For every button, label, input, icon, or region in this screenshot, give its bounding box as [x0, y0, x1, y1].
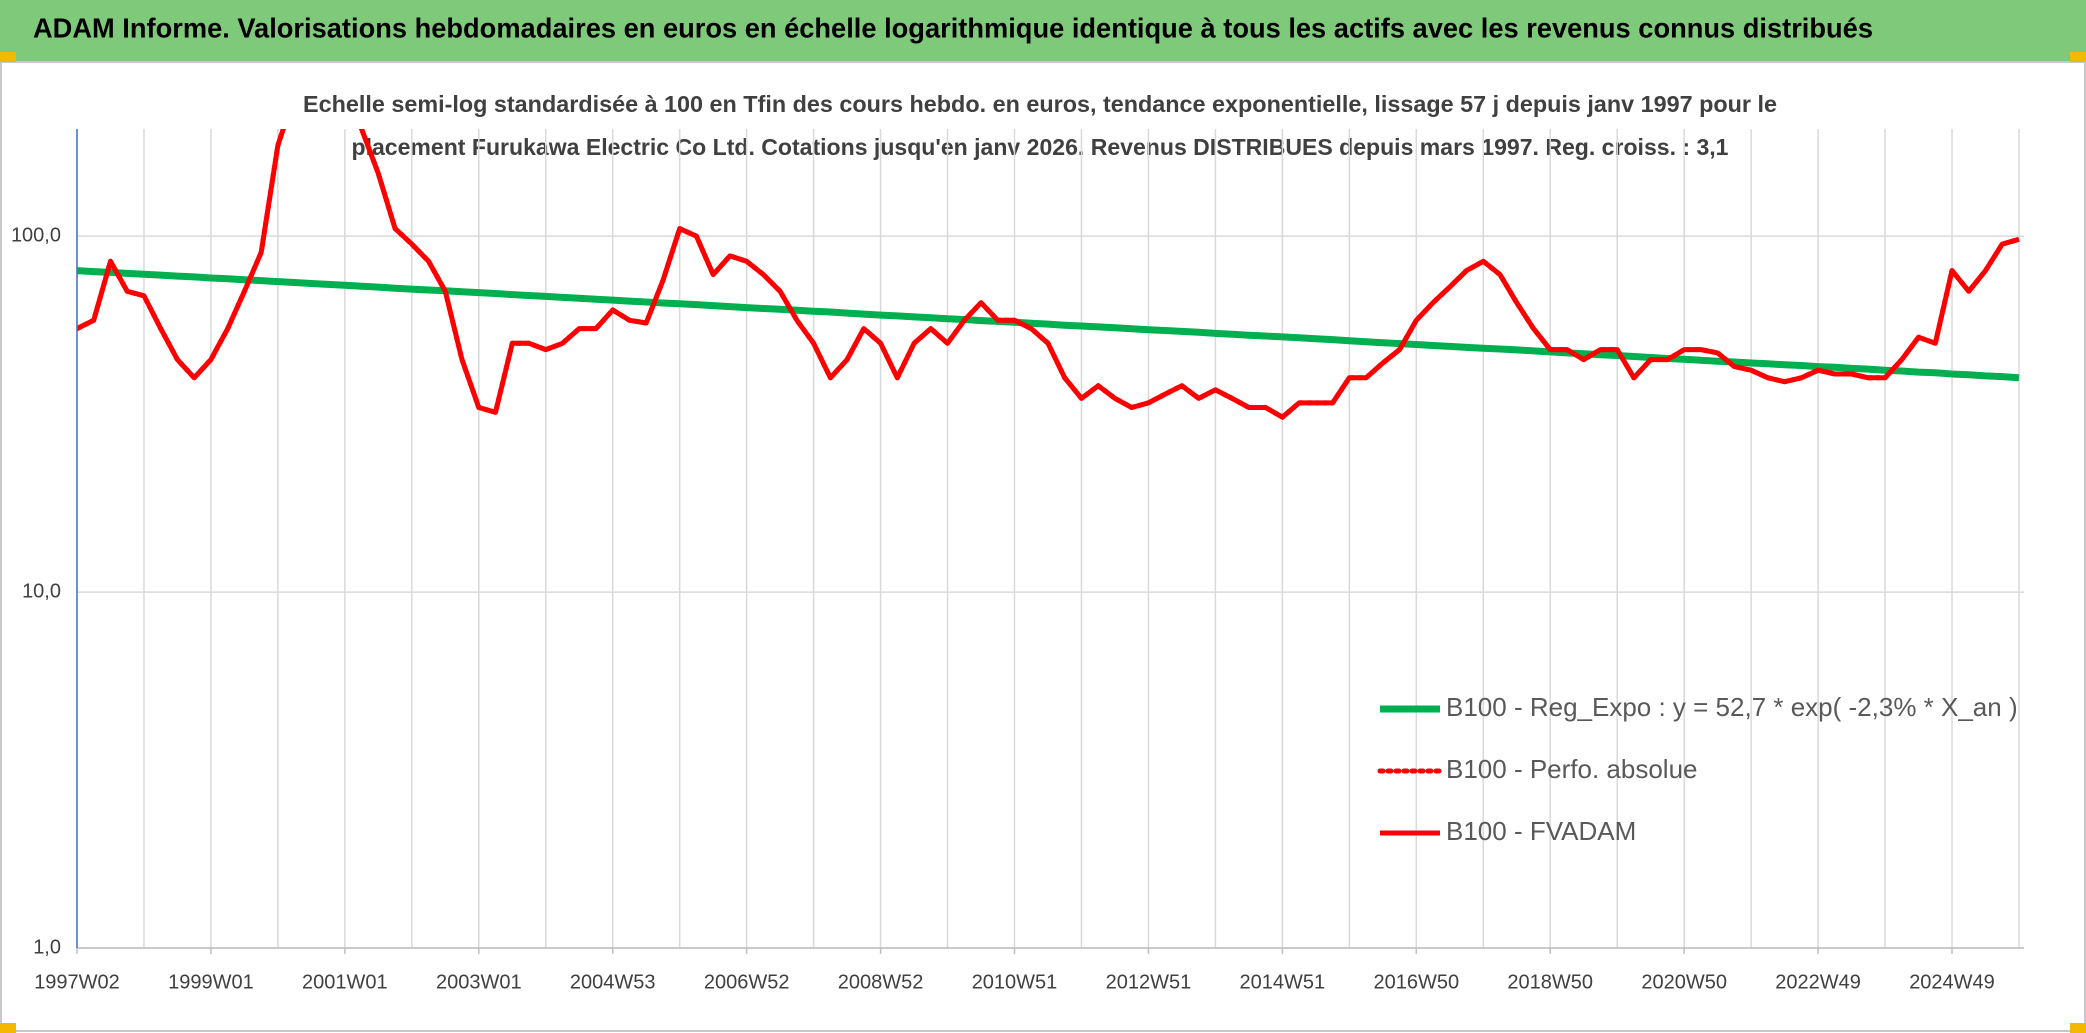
y-tick-label: 100,0 [11, 224, 61, 246]
x-tick-label: 2014W51 [1240, 971, 1326, 993]
x-tick-label: 2020W50 [1641, 971, 1727, 993]
x-tick-label: 2004W53 [570, 971, 656, 993]
x-tick-label: 2010W51 [972, 971, 1058, 993]
legend-label: B100 - Reg_Expo : y = 52,7 * exp( -2,3% … [1446, 692, 2018, 722]
x-tick-label: 2018W50 [1507, 971, 1593, 993]
y-tick-label: 10,0 [22, 580, 61, 602]
x-tick-label: 2006W52 [704, 971, 790, 993]
chart-subtitle: Echelle semi-log standardisée à 100 en T… [303, 91, 1777, 117]
x-tick-label: 1997W02 [34, 971, 120, 993]
series-line [77, 129, 2020, 420]
chart-title: ADAM Informe. Valorisations hebdomadaire… [33, 12, 1873, 43]
y-tick-label: 1,0 [33, 936, 61, 958]
legend-label: B100 - FVADAM [1446, 816, 1636, 846]
x-tick-label: 2016W50 [1373, 971, 1459, 993]
x-tick-label: 2008W52 [838, 971, 924, 993]
x-tick-label: 1999W01 [168, 971, 254, 993]
corner-marker [2070, 52, 2086, 62]
x-tick-label: 2024W49 [1909, 971, 1995, 993]
legend: B100 - Reg_Expo : y = 52,7 * exp( -2,3% … [1377, 692, 2018, 846]
series-line [77, 267, 2020, 382]
chart-subtitle: placement Furukawa Electric Co Ltd. Cota… [352, 134, 1729, 160]
corner-marker [0, 52, 16, 62]
x-tick-label: 2022W49 [1775, 971, 1861, 993]
x-tick-label: 2001W01 [302, 971, 388, 993]
axes: 1,0 10,0 100,0 1997W02 1999W01 2001W01 2003W01… [11, 129, 2024, 993]
chart-frame [0, 61, 2086, 1032]
corner-marker [0, 1023, 16, 1033]
legend-label: B100 - Perfo. absolue [1446, 754, 1698, 784]
title-bar [0, 0, 2086, 62]
x-tick-label: 2003W01 [436, 971, 522, 993]
x-tick-label: 2012W51 [1106, 971, 1192, 993]
plot-area [77, 129, 2022, 420]
corner-marker [2070, 1023, 2086, 1033]
